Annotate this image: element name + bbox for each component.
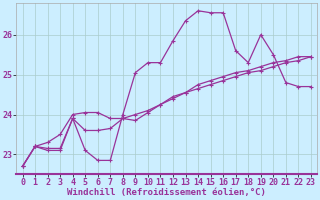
X-axis label: Windchill (Refroidissement éolien,°C): Windchill (Refroidissement éolien,°C) <box>67 188 266 197</box>
